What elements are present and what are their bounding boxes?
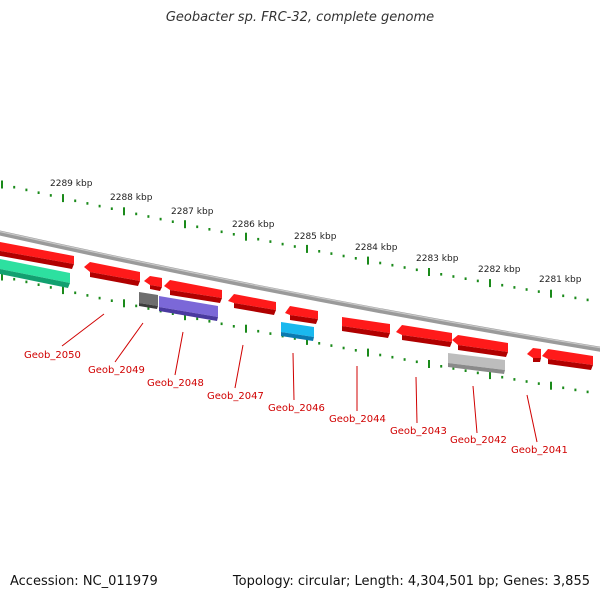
scale-label-2289: 2289 kbp — [50, 179, 93, 189]
gene-feature-shadow — [234, 303, 276, 315]
gene-label-geob-2042[interactable]: Geob_2042 — [450, 435, 507, 446]
gene-feature[interactable] — [0, 258, 70, 283]
leader-line — [472, 385, 478, 434]
gene-feature-shadow — [402, 335, 452, 347]
genome-backbone — [0, 230, 600, 352]
gene-label-geob-2048[interactable]: Geob_2048 — [147, 378, 204, 389]
gene-feature[interactable] — [228, 294, 276, 310]
gene-feature[interactable] — [139, 292, 158, 306]
gene-feature[interactable] — [285, 306, 318, 319]
gene-label-geob-2046[interactable]: Geob_2046 — [268, 403, 325, 414]
gene-feature-shadow — [533, 358, 541, 362]
leader-line — [415, 376, 418, 424]
map-title: Geobacter sp. FRC-32, complete genome — [165, 10, 435, 25]
scale-label-2286: 2286 kbp — [232, 220, 275, 230]
gene-feature[interactable] — [342, 317, 390, 333]
leader-line — [234, 344, 244, 389]
gene-feature-shadow — [0, 269, 70, 288]
gene-feature-shadow — [159, 307, 218, 321]
gene-feature-shadow — [290, 315, 318, 324]
label-leaders — [61, 313, 538, 443]
gene-feature[interactable] — [542, 349, 593, 365]
gene-track — [0, 241, 593, 374]
genome-backbone-highlight — [0, 230, 600, 349]
gene-feature[interactable] — [448, 353, 505, 370]
leader-line — [114, 322, 144, 363]
scale-label-2285: 2285 kbp — [294, 232, 337, 242]
gene-feature-shadow — [90, 272, 140, 286]
scale-label-2284: 2284 kbp — [355, 243, 398, 253]
gene-feature-shadow — [0, 250, 74, 269]
gene-feature[interactable] — [159, 296, 218, 317]
gene-feature-shadow — [342, 326, 390, 338]
gene-label-geob-2047[interactable]: Geob_2047 — [207, 391, 264, 402]
gene-feature-shadow — [150, 285, 162, 291]
gene-feature[interactable] — [84, 262, 140, 281]
leader-line — [526, 394, 538, 443]
scale-label-2282: 2282 kbp — [478, 265, 521, 275]
gene-feature-shadow — [281, 332, 314, 341]
gene-feature-shadow — [170, 290, 222, 303]
gene-label-geob-2050[interactable]: Geob_2050 — [24, 350, 81, 361]
gene-feature[interactable] — [452, 335, 508, 352]
scale-label-2287: 2287 kbp — [171, 207, 214, 217]
gene-label-geob-2041[interactable]: Geob_2041 — [511, 445, 568, 456]
gene-label-geob-2043[interactable]: Geob_2043 — [390, 426, 447, 437]
inner-scale-ticks — [1, 272, 589, 394]
gene-feature-shadow — [458, 345, 508, 357]
gene-feature[interactable] — [0, 241, 74, 264]
gene-feature[interactable] — [396, 325, 452, 342]
gene-feature[interactable] — [144, 276, 162, 287]
genome-summary-text: Topology: circular; Length: 4,304,501 bp… — [232, 574, 590, 589]
outer-scale-ticks — [1, 180, 589, 302]
scale-label-2281: 2281 kbp — [539, 275, 582, 285]
gene-feature-shadow — [548, 359, 593, 370]
leader-line — [174, 331, 184, 376]
leader-line — [292, 352, 295, 401]
gene-label-geob-2044[interactable]: Geob_2044 — [329, 414, 386, 425]
accession-text: Accession: NC_011979 — [10, 574, 158, 589]
scale-label-2288: 2288 kbp — [110, 193, 153, 203]
gene-feature-shadow — [448, 363, 505, 374]
gene-feature[interactable] — [164, 280, 222, 298]
leader-line — [61, 313, 105, 347]
gene-feature[interactable] — [527, 348, 541, 358]
gene-label-geob-2049[interactable]: Geob_2049 — [88, 365, 145, 376]
scale-label-2283: 2283 kbp — [416, 254, 459, 264]
gene-feature-shadow — [139, 303, 158, 309]
